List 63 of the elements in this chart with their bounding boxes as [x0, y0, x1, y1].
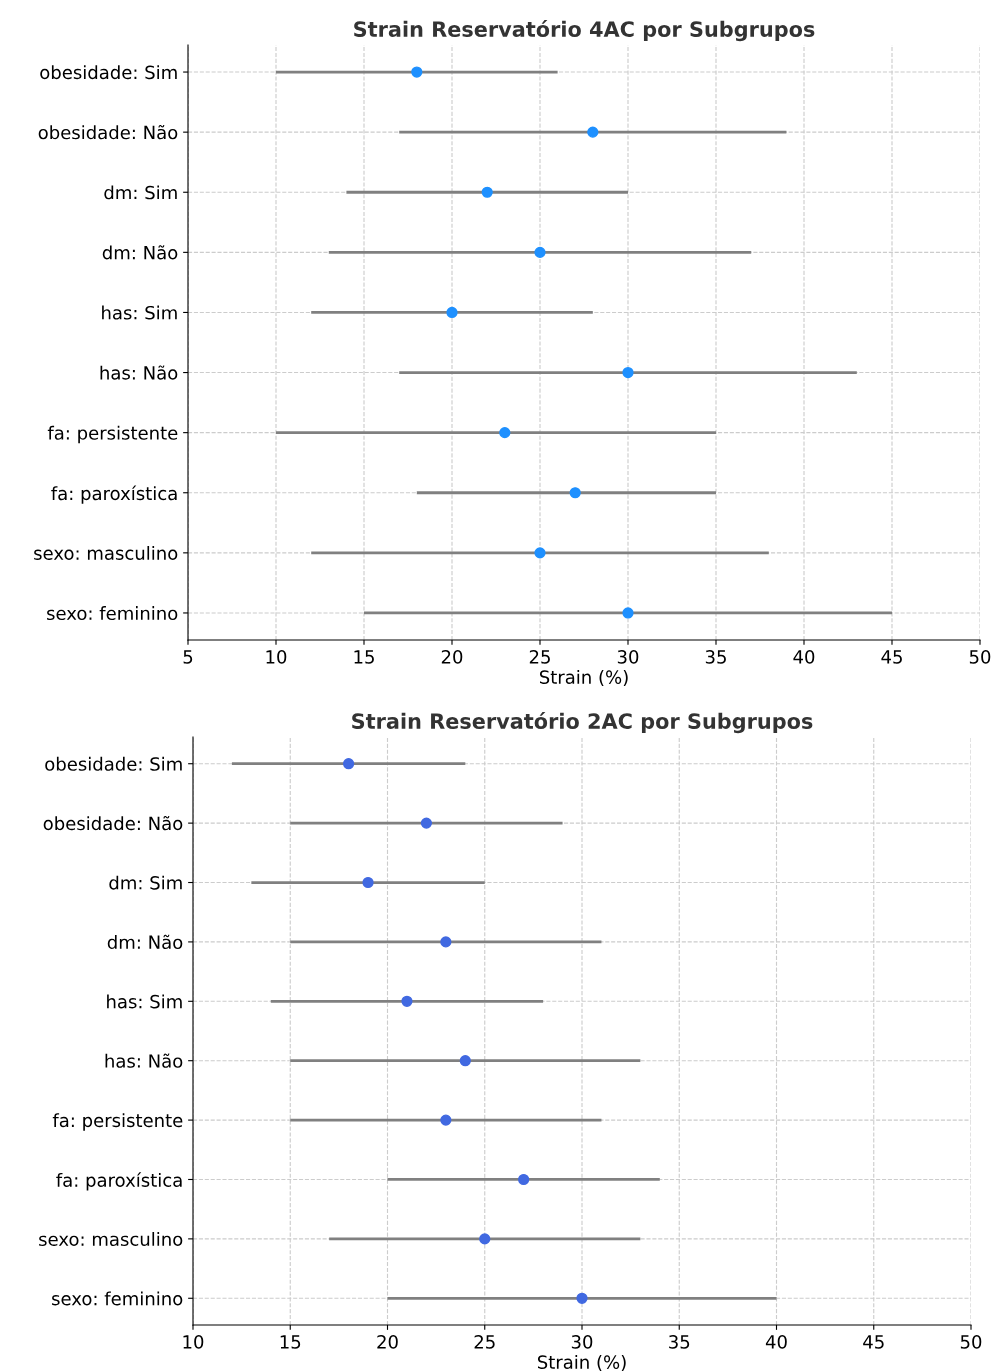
- point: [499, 427, 511, 439]
- y-tick-label: obesidade: Sim: [45, 756, 182, 771]
- y-tick-label: obesidade: Sim: [40, 65, 177, 80]
- x-tick-label: 20: [377, 1335, 398, 1349]
- point: [622, 366, 634, 379]
- y-tick-label: fa: paroxística: [56, 1172, 182, 1191]
- point: [420, 817, 433, 829]
- x-tick-label: 40: [765, 1335, 787, 1349]
- x-tick-label: 50: [969, 650, 991, 664]
- x-tick-label: 40: [793, 650, 815, 664]
- x-tick-label: 10: [266, 650, 287, 664]
- y-tick-label: sexo: masculino: [39, 1232, 183, 1246]
- y-tick-label: has: Sim: [102, 305, 177, 320]
- x-tick-label: 25: [529, 650, 550, 664]
- chart-title: Strain Reservatório 2AC por Subgrupos: [352, 712, 813, 734]
- x-tick-label: 30: [571, 1335, 593, 1349]
- x-tick-label: 50: [960, 1335, 982, 1349]
- point: [362, 876, 374, 889]
- point: [440, 936, 452, 948]
- y-tick-label: has: Não: [100, 365, 178, 380]
- y-tick-label: fa: persistente: [47, 425, 178, 444]
- x-tick-label: 15: [354, 650, 374, 664]
- x-tick-label: 10: [183, 1335, 204, 1349]
- point: [459, 1055, 471, 1067]
- x-tick-label: 20: [441, 650, 463, 664]
- point: [479, 1233, 491, 1245]
- point: [481, 186, 493, 198]
- point: [446, 306, 458, 319]
- y-tick-label: has: Não: [105, 1053, 183, 1068]
- point: [411, 66, 423, 78]
- y-tick-label: dm: Não: [102, 245, 178, 260]
- y-tick-label: fa: paroxística: [51, 485, 177, 504]
- point: [576, 1292, 588, 1304]
- point: [342, 758, 355, 770]
- point: [569, 487, 581, 499]
- x-axis-title: Strain (%): [539, 669, 628, 687]
- point: [518, 1173, 530, 1186]
- point: [401, 995, 413, 1007]
- y-tick-label: fa: persistente: [52, 1113, 183, 1131]
- x-tick-label: 35: [705, 650, 726, 664]
- chart-title: Strain Reservatório 4AC por Subgrupos: [354, 20, 815, 42]
- y-tick-label: dm: Não: [107, 934, 183, 950]
- x-tick-label: 25: [474, 1335, 495, 1349]
- x-tick-label: 45: [881, 650, 902, 664]
- x-tick-label: 45: [863, 1335, 884, 1349]
- x-tick-label: 15: [280, 1335, 301, 1349]
- point: [622, 607, 634, 619]
- y-tick-label: dm: Sim: [104, 185, 177, 200]
- y-tick-label: sexo: feminino: [52, 1291, 183, 1306]
- x-tick-label: 30: [617, 650, 639, 664]
- x-tick-label: 35: [669, 1335, 690, 1349]
- y-tick-label: obesidade: Não: [38, 124, 178, 140]
- y-tick-label: obesidade: Não: [43, 815, 183, 831]
- point: [440, 1114, 452, 1126]
- point: [534, 246, 546, 258]
- y-tick-label: sexo: feminino: [47, 606, 178, 621]
- point: [534, 547, 546, 559]
- y-tick-label: sexo: masculino: [34, 545, 178, 560]
- y-tick-label: has: Sim: [107, 994, 182, 1009]
- x-tick-label: 5: [183, 650, 193, 664]
- y-tick-label: dm: Sim: [109, 875, 182, 890]
- x-axis-title: Strain (%): [537, 1354, 626, 1371]
- point: [587, 126, 599, 138]
